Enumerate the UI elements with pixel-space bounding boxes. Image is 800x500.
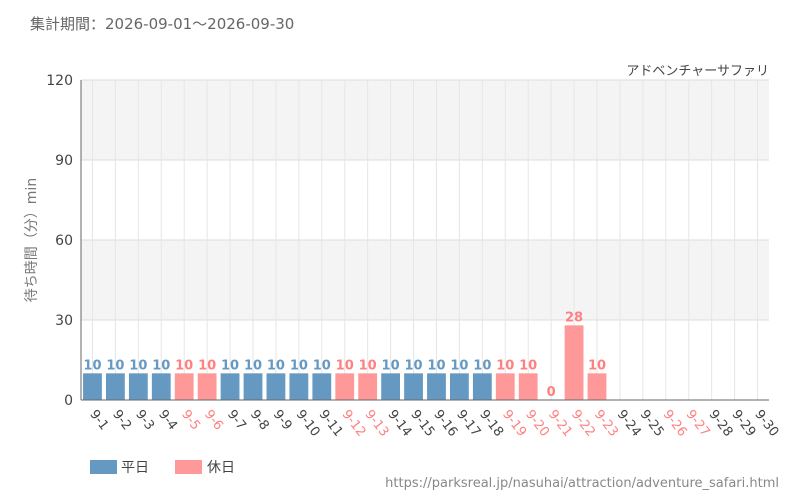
x-tick-label: 9-25 [637,407,667,439]
x-tick-label: 9-16 [430,407,460,439]
bar [128,373,148,400]
data-label: 10 [244,358,262,373]
chart-title: アドベンチャーサファリ [626,64,769,79]
x-tick-label: 9-3 [132,407,157,433]
data-label: 10 [83,358,101,373]
source-url: https://parksreal.jp/nasuhai/attraction/… [385,476,779,491]
data-label: 10 [221,358,239,373]
x-tick-label: 9-22 [568,407,598,439]
x-tick-label: 9-5 [178,407,203,433]
data-label: 10 [496,358,514,373]
data-label: 10 [588,358,606,373]
y-tick-label: 120 [46,73,73,89]
x-tick-label: 9-6 [201,407,226,433]
x-tick-label: 9-29 [728,407,758,439]
y-tick-labels: 0 30 60 90 120 [46,73,73,409]
data-label: 10 [473,358,491,373]
x-tick-label: 9-18 [476,407,506,439]
data-label: 10 [290,358,308,373]
x-tick-label: 9-28 [706,407,736,439]
x-tick-label: 9-9 [270,407,295,433]
data-label: 10 [267,358,285,373]
legend-swatch-holiday [175,460,202,474]
bars [83,325,607,400]
data-label: 10 [450,358,468,373]
data-label: 10 [404,358,422,373]
bar [335,373,355,400]
x-tick-label: 9-26 [660,407,690,439]
bar [404,373,423,400]
x-tick-label: 9-2 [109,407,134,433]
bar [105,373,125,400]
bar [587,373,607,400]
bar [495,373,515,400]
bar [381,373,401,400]
x-tick-label: 9-8 [247,407,272,433]
legend-label-holiday: 休日 [207,460,235,476]
data-label: 28 [565,310,583,325]
bar [220,373,240,400]
x-tick-label: 9-13 [362,407,392,439]
axes [80,80,769,401]
data-label: 10 [175,358,193,373]
bar [289,373,309,400]
data-label: 10 [152,358,170,373]
bar [243,373,263,400]
x-tick-label: 9-7 [224,407,249,433]
x-tick-label: 9-20 [522,407,552,439]
grid-lines [81,79,769,400]
grid-band [81,240,769,320]
x-tick-label: 9-10 [293,407,323,439]
bar [151,373,171,400]
legend: 平日 休日 [90,460,235,476]
x-tick-label: 9-19 [499,407,529,439]
data-label: 10 [313,358,331,373]
plot-background [81,80,769,320]
x-tick-label: 9-30 [751,407,781,439]
bar [174,373,194,400]
data-label: 10 [336,358,354,373]
bar [564,325,584,400]
data-label: 10 [198,358,216,373]
x-tick-label: 9-21 [545,407,575,439]
data-label: 10 [359,358,377,373]
bar [472,373,492,400]
bar [83,373,102,400]
y-tick-label: 90 [55,153,73,169]
y-tick-label: 0 [64,393,73,409]
data-label: 0 [547,385,556,400]
y-tick-label: 30 [55,313,73,329]
data-label: 10 [427,358,445,373]
y-axis-label: 待ち時間（分）min [24,178,40,302]
x-tick-label: 9-11 [316,407,346,439]
data-label: 10 [129,358,147,373]
bar [266,373,286,400]
bar [358,373,378,400]
x-tick-label: 9-4 [155,407,180,433]
x-tick-label: 9-12 [339,407,369,439]
data-label: 10 [519,358,537,373]
x-tick-label: 9-14 [384,407,414,439]
bar [427,373,446,400]
bar [197,373,217,400]
data-labels: 10 10 10 10 10 10 10 10 10 10 10 10 10 10 10 10 10 10 10 10… [83,310,606,400]
y-tick-label: 60 [55,233,73,249]
x-tick-label: 9-15 [407,407,437,439]
bar [312,373,332,400]
x-tick-label: 9-1 [86,407,111,433]
x-tick-label: 9-17 [453,407,483,439]
x-tick-label: 9-24 [614,407,644,439]
period-label: 集計期間：2026-09-01～2026-09-30 [30,15,294,33]
data-label: 10 [382,358,400,373]
bar [449,373,469,400]
x-tick-label: 9-27 [683,407,713,439]
bar [518,373,538,400]
legend-swatch-weekday [90,460,117,474]
data-label: 10 [106,358,124,373]
grid-band [81,80,769,160]
x-tick-label: 9-23 [591,407,621,439]
x-tick-labels: 9-19-29-39-49-59-69-79-89-99-109-119-129… [86,407,781,439]
legend-label-weekday: 平日 [121,460,149,476]
